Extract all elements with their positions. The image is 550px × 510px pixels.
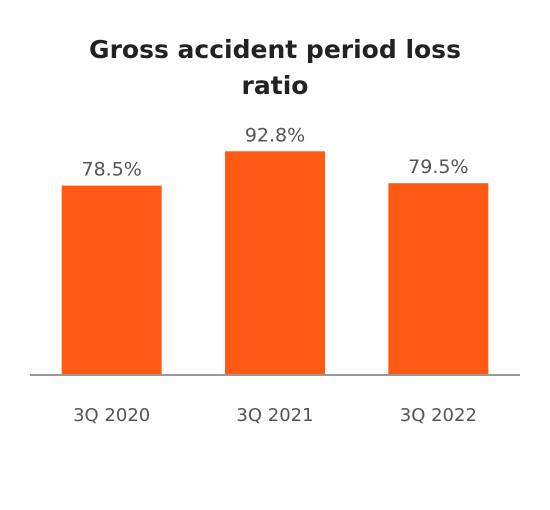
bar-value-label-1: 78.5% (81, 159, 141, 181)
x-tick-label-2: 3Q 2021 (236, 405, 313, 426)
chart-title-line-1: Gross accident period loss (89, 35, 461, 64)
chart-title-line-2: ratio (241, 71, 309, 100)
chart-title: Gross accident period loss ratio (0, 32, 550, 104)
bar-3 (388, 183, 489, 374)
x-tick-label-1: 3Q 2020 (73, 405, 150, 426)
bar-2 (225, 151, 325, 374)
bar-value-label-3: 79.5% (408, 156, 468, 178)
bar-1 (61, 185, 162, 374)
bar-value-label-2: 92.8% (245, 124, 305, 146)
x-tick-label-3: 3Q 2022 (400, 405, 477, 426)
